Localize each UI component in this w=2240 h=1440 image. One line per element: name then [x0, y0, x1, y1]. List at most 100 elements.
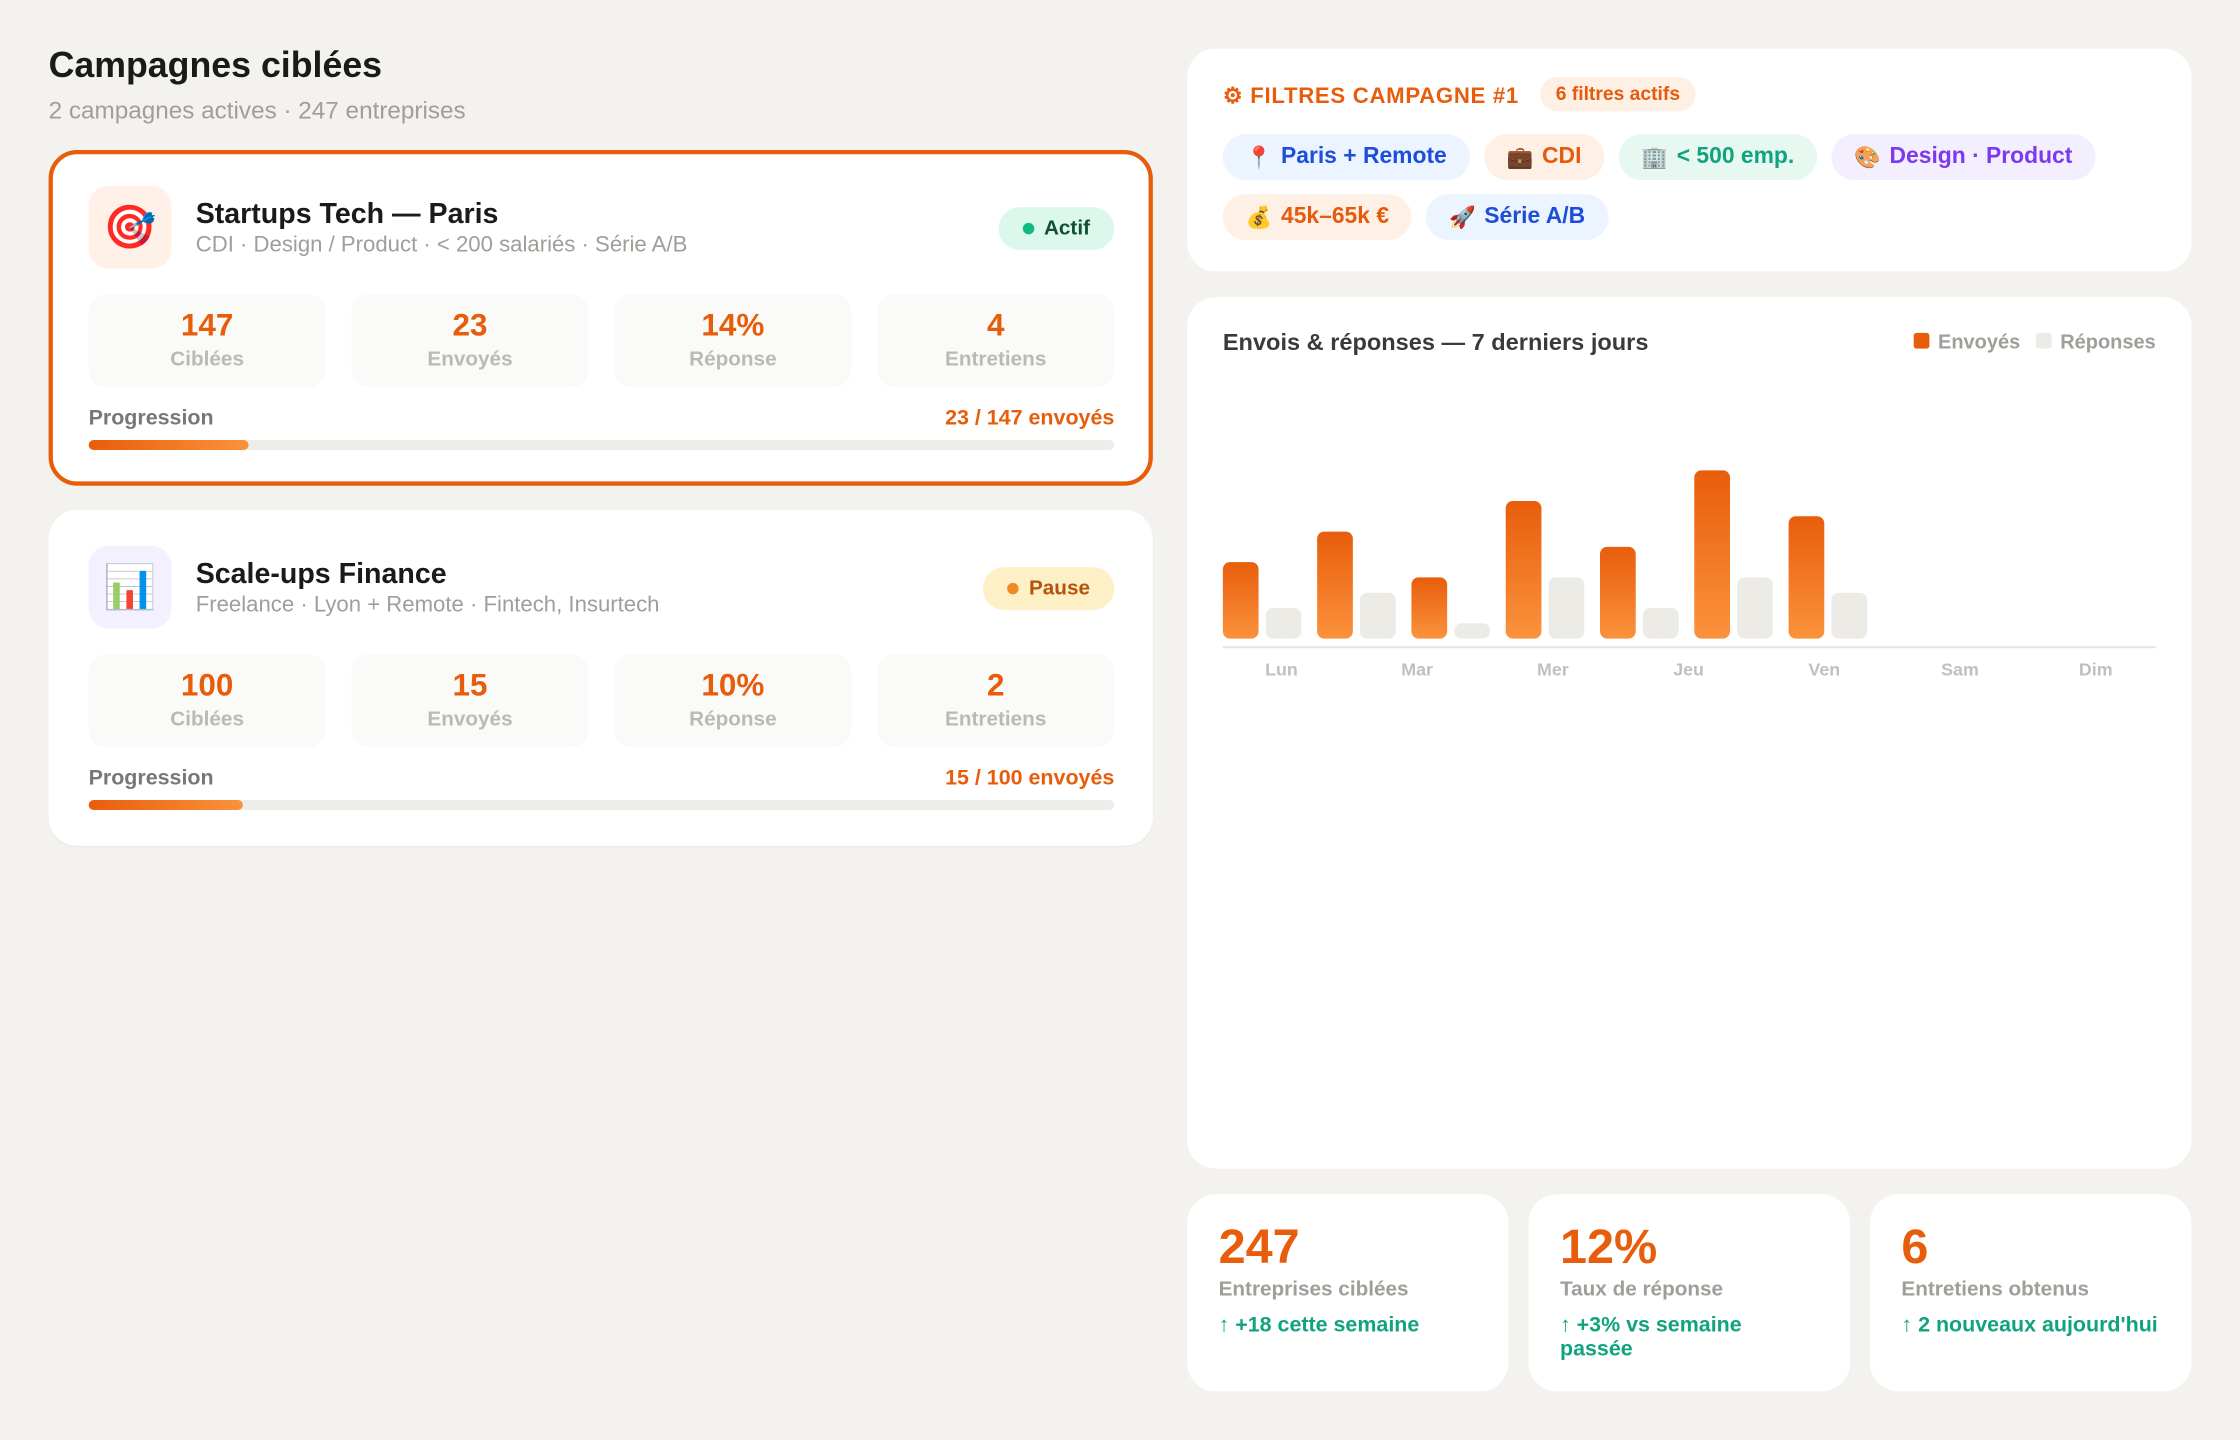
stat-box: 14% Réponse [614, 294, 852, 388]
status-pill: Actif [998, 207, 1115, 250]
progress-track [88, 799, 1115, 810]
chip-list: 📍 Paris + Remote 💼 CDI 🏢 < 500 emp. 🎨 Design · … [1222, 134, 2137, 240]
bar [1548, 577, 1585, 639]
filters-badge: 6 filtres actifs [1539, 77, 1696, 112]
stat-label: Entretiens [945, 708, 1047, 732]
kpi-value: 247 [1218, 1219, 1300, 1275]
kpi-delta: ↑ +18 cette semaine [1218, 1312, 1420, 1338]
stat-box: 4 Entretiens [877, 294, 1115, 388]
kpi-value: 6 [1901, 1219, 1929, 1275]
kpi-card: 6 Entretiens obtenus ↑ 2 nouveaux aujourd'… [1869, 1194, 2192, 1392]
bar [1454, 623, 1490, 639]
x-tick-label: Ven [1808, 660, 1840, 680]
progress-track [88, 439, 1115, 450]
filter-chip[interactable]: 💰 45k–65k € [1222, 194, 1412, 240]
stat-box: 15 Envoyés [351, 654, 589, 748]
chip-label: Série A/B [1484, 204, 1586, 229]
chip-icon: 💼 [1506, 145, 1534, 170]
stat-label: Réponse [689, 348, 777, 372]
chip-icon: 🚀 [1449, 205, 1476, 230]
chip-icon: 🎨 [1854, 145, 1881, 170]
bar [1788, 516, 1825, 639]
progress-fill [88, 799, 243, 810]
progress-label: Progression [88, 765, 214, 790]
stat-box: 147 Ciblées [88, 294, 326, 388]
chip-label: < 500 emp. [1676, 144, 1795, 169]
stat-box: 100 Ciblées [88, 654, 326, 748]
bar [1222, 562, 1259, 639]
kpi-label: Taux de réponse [1559, 1278, 1724, 1302]
stat-value: 10% [701, 667, 765, 703]
status-dot [1007, 582, 1019, 595]
chip-label: Paris + Remote [1280, 144, 1447, 169]
status-label: Actif [1043, 217, 1090, 240]
kpi-value: 12% [1559, 1219, 1658, 1275]
chart: Envois & réponses — 7 derniers jours Répo… [1222, 329, 2156, 680]
campaign-icon: 📊 [88, 545, 172, 629]
bar [1599, 546, 1636, 639]
campaign-card[interactable]: 📊 Scale-ups Finance Freelance · Lyon + Rem… [48, 509, 1153, 846]
chip-icon: 📍 [1245, 145, 1273, 170]
filter-chip[interactable]: 📍 Paris + Remote [1222, 134, 1470, 180]
x-tick-label: Dim [2079, 660, 2113, 680]
stat-label: Envoyés [427, 348, 513, 372]
kpi-card: 247 Entreprises ciblées ↑ +18 cette semain… [1187, 1194, 1509, 1392]
bar [1265, 607, 1302, 639]
legend-swatch [1913, 332, 1930, 349]
stat-box: 23 Envoyés [351, 294, 589, 388]
stat-label: Ciblées [170, 708, 244, 732]
chip-icon: 🏢 [1641, 145, 1669, 170]
bar [1642, 607, 1679, 639]
x-tick-label: Lun [1265, 660, 1298, 680]
campaign-card[interactable]: 🎯 Startups Tech — Paris CDI · Design / Pro… [48, 149, 1153, 486]
kpi-card: 12% Taux de réponse ↑ +3% vs semaine passé… [1528, 1194, 1850, 1392]
kpi-delta: ↑ 2 nouveaux aujourd'hui [1901, 1312, 2158, 1338]
campaign-meta: CDI · Design / Product · < 200 salariés … [195, 232, 688, 258]
kpi-label: Entreprises ciblées [1218, 1278, 1409, 1302]
bar [1411, 577, 1448, 639]
x-tick-label: Sam [1941, 660, 1979, 680]
bar [1359, 592, 1396, 639]
progress-text: 23 / 147 envoyés [945, 405, 1115, 430]
kpi-delta: ↑ +3% vs semaine passée [1559, 1312, 1742, 1362]
stat-value: 14% [701, 307, 765, 343]
chip-label: Design · Product [1889, 144, 2073, 169]
page-subtitle: 2 campagnes actives · 247 entreprises [48, 97, 466, 125]
filter-chip[interactable]: 🏢 < 500 emp. [1618, 134, 1818, 180]
stat-value: 23 [452, 307, 488, 343]
x-tick-label: Jeu [1673, 660, 1704, 680]
stat-label: Envoyés [427, 708, 513, 732]
stat-box: 10% Réponse [614, 654, 852, 748]
chart-title: Envois & réponses — 7 derniers jours [1223, 329, 1649, 355]
stat-value: 100 [180, 667, 234, 703]
filter-chip[interactable]: 🚀 Série A/B [1426, 194, 1608, 240]
progress-fill [88, 439, 250, 450]
legend-label: Envoyés [1938, 332, 2020, 354]
stat-label: Ciblées [170, 348, 244, 372]
filters-title: ⚙ FILTRES CAMPAGNE #1 [1222, 84, 1519, 109]
filter-chip[interactable]: 💼 CDI [1483, 134, 1605, 180]
bar [1694, 470, 1730, 639]
filters-card: ⚙ FILTRES CAMPAGNE #1 6 filtres actifs 📍 Pa… [1187, 48, 2192, 272]
stat-box: 2 Entretiens [877, 654, 1115, 748]
campaign-meta: Freelance · Lyon + Remote · Fintech, Ins… [195, 592, 660, 618]
chart-card: Envois & réponses — 7 derniers jours Répo… [1187, 297, 2192, 1169]
stat-label: Entretiens [945, 348, 1047, 372]
progress-label: Progression [88, 405, 214, 430]
x-tick-label: Mer [1537, 660, 1569, 680]
stat-value: 147 [180, 307, 234, 343]
x-tick-label: Mar [1401, 660, 1433, 680]
bar [1505, 500, 1542, 639]
kpi-label: Entretiens obtenus [1901, 1278, 2090, 1302]
bar [1317, 531, 1353, 639]
status-dot [1022, 222, 1034, 235]
filter-chip[interactable]: 🎨 Design · Product [1831, 134, 2096, 180]
legend-label: Réponses [2060, 332, 2156, 354]
stat-label: Réponse [689, 708, 777, 732]
chip-icon: 💰 [1245, 205, 1273, 230]
legend-swatch [2035, 332, 2052, 349]
status-pill: Pause [983, 567, 1115, 610]
status-label: Pause [1028, 577, 1090, 600]
